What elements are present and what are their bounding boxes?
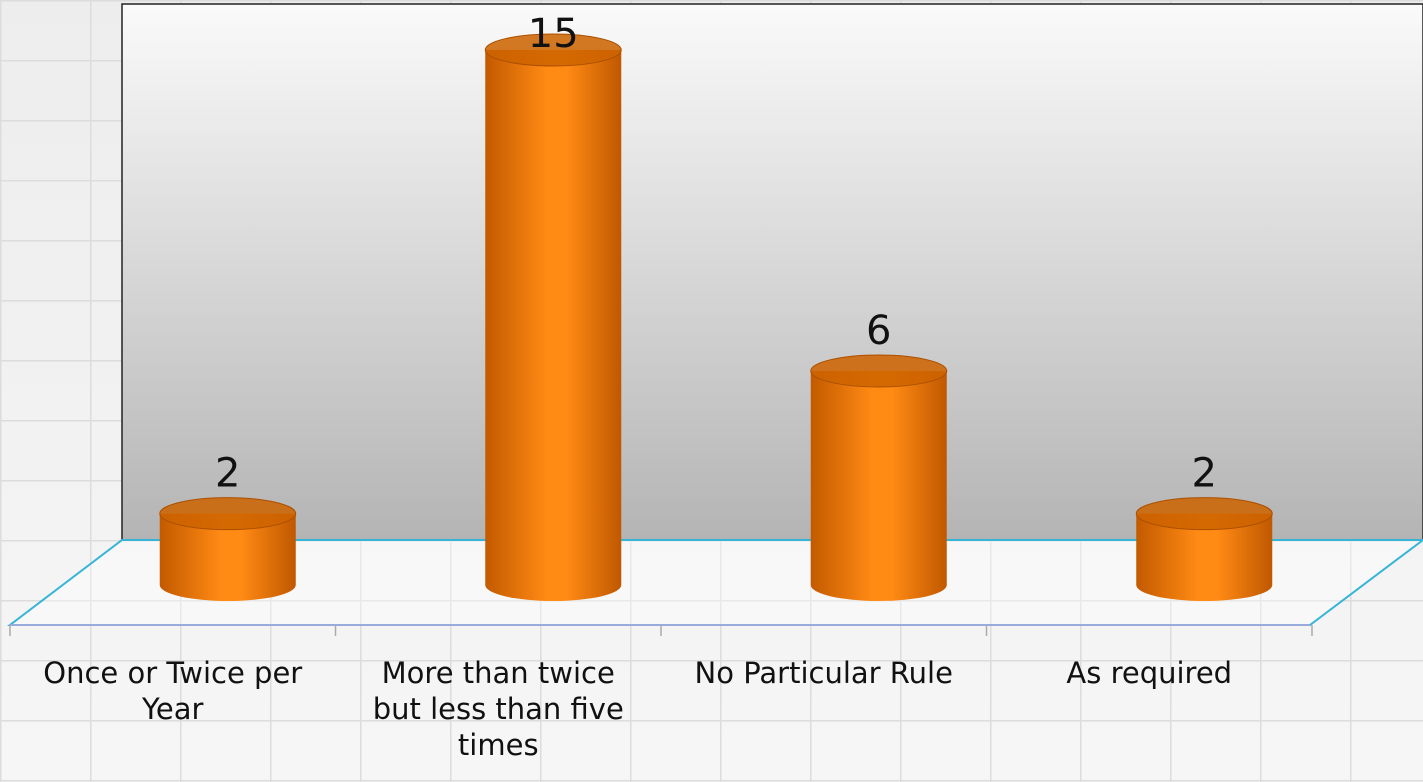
value-label: 2 (1192, 451, 1217, 497)
cylinder-top (810, 354, 948, 388)
x-tick-label: As required (1066, 656, 1233, 690)
cylinder (810, 371, 947, 601)
x-tick-label: More than twice but less than five times (372, 656, 624, 762)
value-label: 15 (528, 11, 579, 57)
x-tick-label: No Particular Rule (694, 656, 953, 690)
cylinder (485, 50, 622, 601)
cylinder-top-shade (485, 34, 622, 66)
cylinder-top-shade (810, 355, 947, 387)
cylinder-top (1135, 497, 1273, 531)
cylinder-top (159, 497, 297, 531)
x-tick-label: Once or Twice per Year (43, 656, 303, 726)
cylinder-top (484, 33, 622, 67)
cylinder (159, 513, 296, 601)
cylinder (1136, 513, 1273, 601)
back-wall (121, 3, 1423, 541)
value-label: 6 (866, 308, 891, 354)
value-label: 2 (215, 451, 240, 497)
cylinder-top-shade (1136, 497, 1273, 530)
cylinder-top-shade (159, 497, 296, 530)
